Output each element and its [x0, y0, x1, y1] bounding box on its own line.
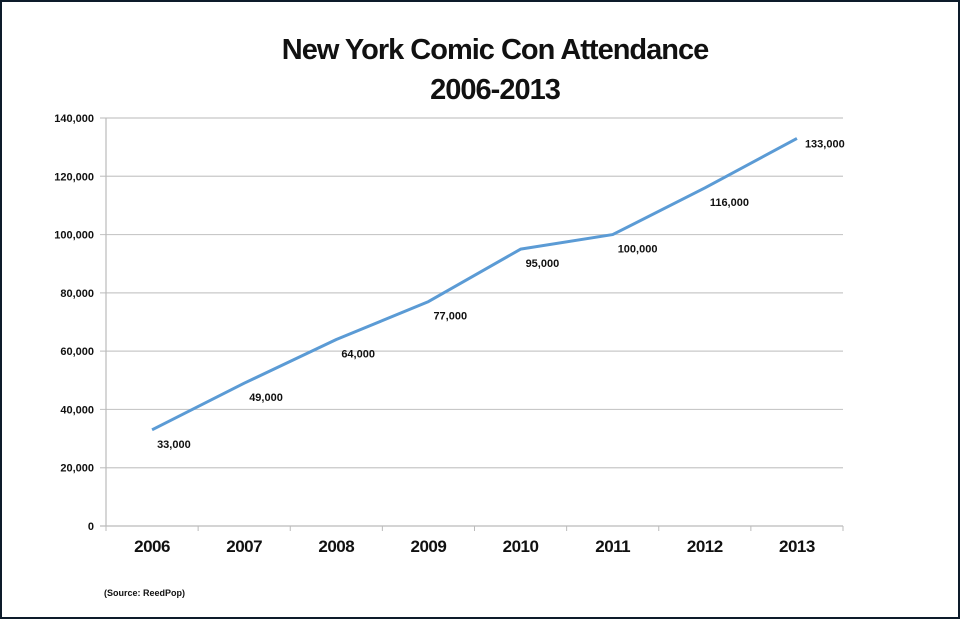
x-tick-label: 2013 — [779, 537, 815, 556]
x-tick-label: 2006 — [134, 537, 170, 556]
series-line — [151, 137, 798, 432]
data-label: 33,000 — [157, 439, 191, 451]
source-note: (Source: ReedPop) — [104, 588, 185, 598]
y-tick-label: 100,000 — [54, 230, 94, 242]
y-tick-label: 140,000 — [54, 113, 94, 125]
x-tick-label: 2010 — [503, 537, 539, 556]
x-tick-label: 2008 — [318, 537, 354, 556]
x-tick-label: 2009 — [411, 537, 447, 556]
data-label: 49,000 — [249, 392, 283, 404]
x-tick-label: 2012 — [687, 537, 723, 556]
x-tick-label: 2007 — [226, 537, 262, 556]
data-label: 116,000 — [710, 197, 749, 209]
data-label: 100,000 — [618, 244, 658, 256]
y-tick-label: 80,000 — [60, 288, 94, 300]
y-tick-label: 40,000 — [60, 404, 94, 416]
data-label: 133,000 — [805, 138, 845, 150]
y-tick-label: 0 — [88, 521, 94, 533]
x-tick-label: 2011 — [595, 537, 630, 556]
data-label: 95,000 — [526, 258, 560, 270]
y-tick-label: 60,000 — [60, 346, 94, 358]
y-tick-label: 120,000 — [54, 171, 94, 183]
data-label: 77,000 — [433, 311, 467, 323]
y-tick-label: 20,000 — [60, 463, 94, 475]
chart-title-line-1: New York Comic Con Attendance — [282, 34, 709, 66]
chart-title-line-2: 2006-2013 — [430, 74, 561, 106]
data-label: 64,000 — [341, 348, 375, 360]
